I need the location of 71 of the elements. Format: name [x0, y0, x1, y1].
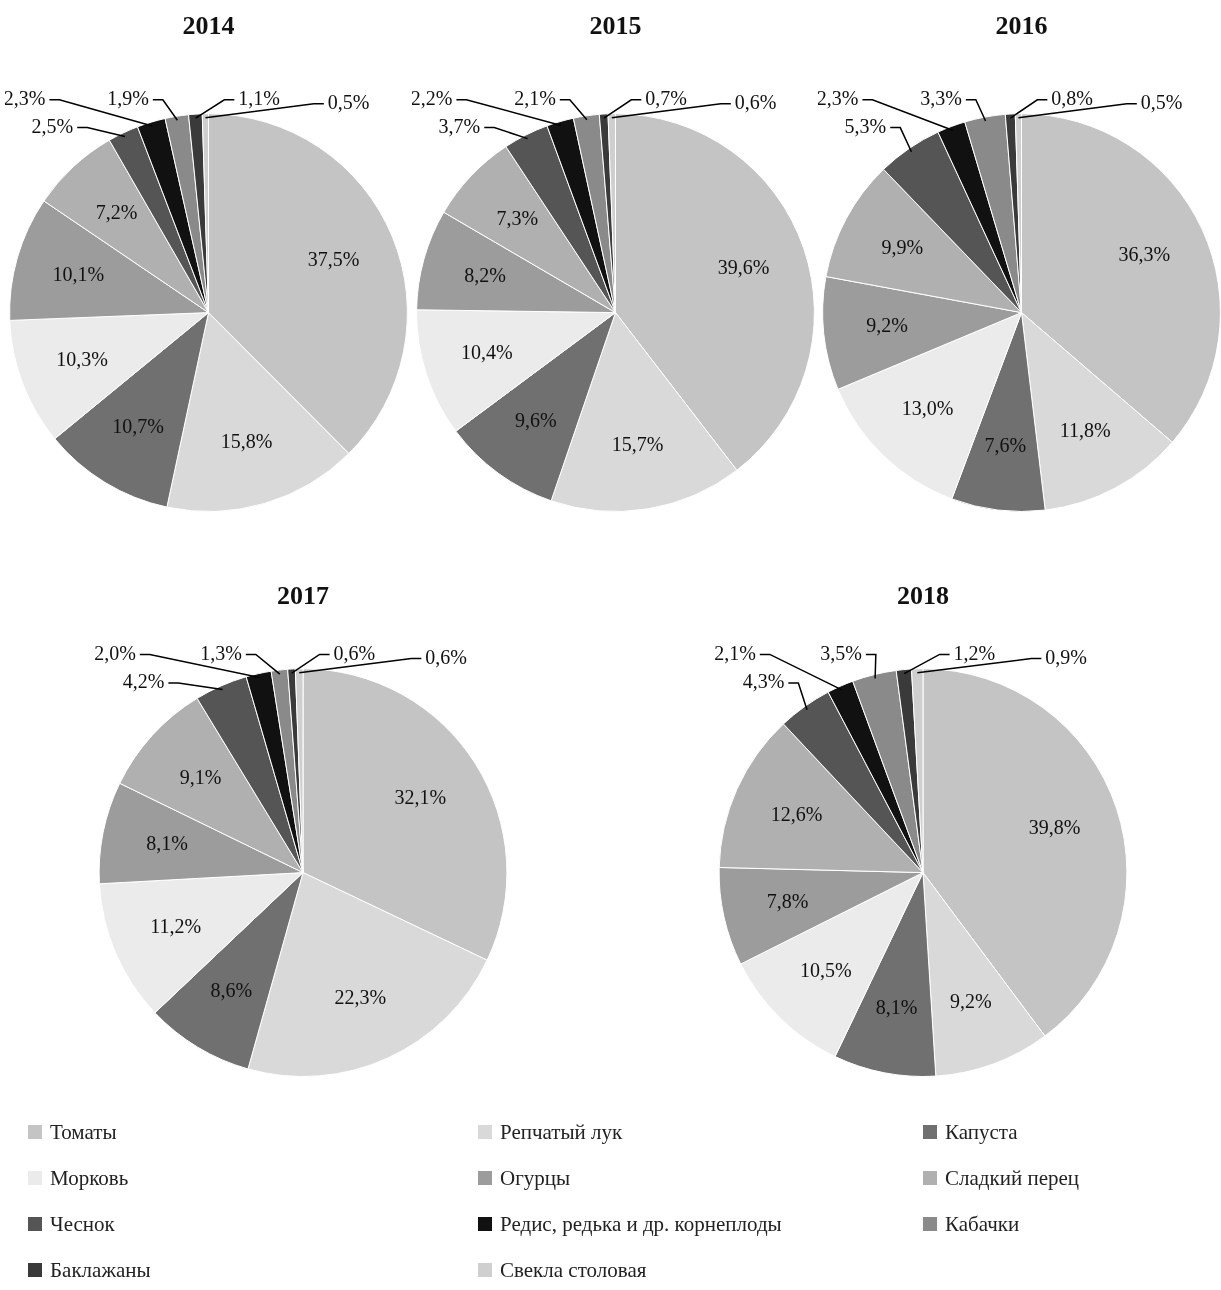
data-label: 1,9% — [107, 87, 149, 110]
legend-label: Репчатый лук — [500, 1119, 623, 1145]
data-label: 9,2% — [949, 990, 992, 1013]
data-label: 10,3% — [56, 347, 108, 370]
chart-title: 2015 — [589, 11, 642, 41]
data-label: 15,7% — [611, 433, 664, 456]
data-label: 0,5% — [327, 91, 370, 113]
chart-title: 2018 — [897, 581, 949, 611]
data-label: 0,6% — [734, 91, 777, 113]
data-label: 2,1% — [714, 641, 756, 664]
data-label: 15,8% — [220, 429, 273, 452]
data-label: 7,6% — [984, 434, 1027, 457]
legend-label: Сладкий перец — [945, 1165, 1080, 1191]
data-label: 22,3% — [334, 986, 387, 1009]
data-label: 2,3% — [816, 87, 859, 110]
data-label: 0,6% — [425, 645, 468, 668]
legend-label: Морковь — [50, 1165, 129, 1191]
data-label: 0,6% — [333, 641, 376, 664]
data-label: 37,5% — [307, 248, 360, 271]
data-label: 8,2% — [464, 263, 507, 286]
data-label: 39,8% — [1028, 816, 1081, 839]
data-label: 9,9% — [881, 235, 924, 258]
legend-label: Томаты — [50, 1119, 117, 1145]
data-label: 0,8% — [1051, 87, 1094, 110]
data-label: 10,7% — [112, 415, 164, 438]
data-label: 1,1% — [238, 87, 281, 110]
data-label: 10,1% — [52, 262, 105, 285]
data-label: 9,2% — [866, 314, 908, 337]
data-label: 8,1% — [146, 832, 188, 855]
data-label: 11,8% — [1059, 419, 1111, 442]
data-label: 3,5% — [820, 641, 862, 664]
data-label: 11,2% — [150, 914, 202, 937]
data-label: 7,3% — [496, 206, 539, 229]
data-label: 13,0% — [901, 397, 954, 420]
data-label: 1,2% — [953, 641, 996, 664]
data-label: 7,8% — [766, 890, 809, 913]
chart-title: 2016 — [995, 11, 1048, 41]
data-label: 1,3% — [200, 641, 242, 664]
data-label: 9,6% — [514, 409, 557, 432]
data-label: 2,5% — [31, 114, 74, 137]
data-label: 0,9% — [1045, 645, 1088, 668]
data-label: 4,3% — [742, 670, 785, 693]
legend-label: Чеснок — [50, 1211, 115, 1237]
legend-label: Огурцы — [500, 1165, 571, 1191]
data-label: 10,4% — [460, 341, 513, 364]
data-label: 10,5% — [800, 958, 852, 981]
data-label: 2,3% — [3, 87, 46, 110]
data-label: 0,7% — [645, 87, 688, 110]
data-label: 2,1% — [514, 87, 556, 110]
legend-label: Баклажаны — [50, 1257, 151, 1283]
chart-title: 2017 — [277, 581, 329, 611]
data-label: 36,3% — [1118, 243, 1171, 266]
data-label: 32,1% — [394, 785, 447, 808]
data-label: 7,2% — [95, 200, 138, 223]
legend-label: Свекла столовая — [500, 1257, 647, 1283]
data-label: 3,3% — [920, 87, 962, 110]
data-label: 0,5% — [1140, 91, 1183, 113]
legend-label: Редис, редька и др. корнеплоды — [500, 1211, 782, 1237]
data-label: 39,6% — [717, 256, 770, 279]
data-label: 9,1% — [179, 766, 222, 789]
data-label: 2,0% — [94, 641, 136, 664]
data-label: 8,6% — [210, 978, 253, 1001]
legend-label: Кабачки — [945, 1211, 1020, 1237]
data-label: 4,2% — [122, 670, 165, 693]
data-label: 2,2% — [410, 87, 453, 110]
data-label: 3,7% — [438, 114, 481, 137]
data-label: 12,6% — [770, 803, 823, 826]
chart-title: 2014 — [182, 11, 235, 41]
data-label: 8,1% — [875, 995, 918, 1018]
legend-label: Капуста — [945, 1119, 1018, 1145]
data-label: 5,3% — [844, 114, 887, 137]
